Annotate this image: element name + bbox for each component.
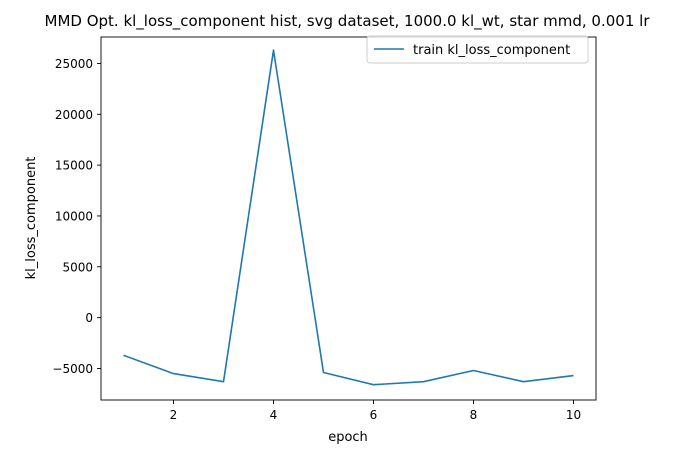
x-tick-label: 10 [566, 408, 581, 422]
y-tick-label: −5000 [52, 362, 93, 376]
x-axis-label: epoch [328, 430, 368, 445]
x-tick-label: 2 [170, 408, 178, 422]
y-tick-label: 25000 [55, 57, 93, 71]
legend-frame [366, 35, 589, 64]
y-tick-label: 15000 [55, 159, 93, 173]
legend-label-train-kl-loss-component: train kl_loss_component [413, 43, 570, 58]
x-axis-ticks: 2 4 6 8 10 [170, 400, 581, 422]
y-tick-label: 10000 [55, 209, 93, 223]
plot-area-frame [100, 36, 597, 401]
y-axis-label: kl_loss_component [24, 157, 39, 280]
series-line-train-kl-loss-component [123, 49, 574, 386]
chart-title: MMD Opt. kl_loss_component hist, svg dat… [45, 12, 651, 31]
y-tick-label: 5000 [62, 260, 93, 274]
x-tick-label: 6 [370, 408, 378, 422]
x-tick-label: 4 [270, 408, 278, 422]
y-tick-label: 0 [85, 311, 93, 325]
legend: train kl_loss_component [366, 35, 589, 64]
y-tick-label: 20000 [55, 108, 93, 122]
y-axis-ticks: −5000 0 5000 10000 15000 20000 25000 [52, 57, 101, 376]
x-tick-label: 8 [470, 408, 478, 422]
